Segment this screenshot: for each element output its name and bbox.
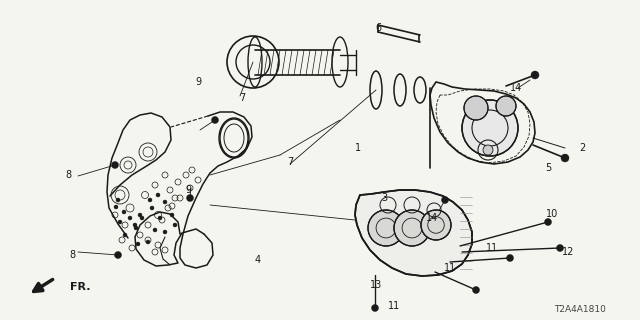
Circle shape — [133, 223, 137, 227]
Circle shape — [368, 210, 404, 246]
Text: 9: 9 — [195, 77, 201, 87]
Text: 1: 1 — [355, 143, 361, 153]
Text: 14: 14 — [510, 83, 522, 93]
Circle shape — [148, 198, 152, 202]
Circle shape — [506, 254, 513, 261]
Circle shape — [531, 71, 539, 79]
Circle shape — [545, 219, 552, 226]
Circle shape — [561, 154, 569, 162]
Text: 12: 12 — [562, 247, 574, 257]
Text: FR.: FR. — [70, 282, 90, 292]
Text: 3: 3 — [381, 193, 387, 203]
Circle shape — [150, 206, 154, 210]
Text: 7: 7 — [239, 93, 245, 103]
Text: 8: 8 — [65, 170, 71, 180]
Circle shape — [153, 228, 157, 232]
Circle shape — [170, 213, 174, 217]
Text: 2: 2 — [579, 143, 585, 153]
Text: 13: 13 — [370, 280, 382, 290]
Circle shape — [371, 305, 378, 311]
Circle shape — [136, 242, 140, 246]
Circle shape — [394, 210, 430, 246]
Circle shape — [483, 145, 493, 155]
Circle shape — [134, 226, 138, 230]
Text: 8: 8 — [69, 250, 75, 260]
Circle shape — [146, 240, 150, 244]
Circle shape — [116, 198, 120, 202]
Circle shape — [186, 195, 193, 202]
Circle shape — [128, 216, 132, 220]
Circle shape — [442, 196, 449, 204]
Circle shape — [421, 210, 451, 240]
Circle shape — [472, 286, 479, 293]
Text: 14: 14 — [426, 213, 438, 223]
Text: 4: 4 — [255, 255, 261, 265]
Circle shape — [464, 96, 488, 120]
Circle shape — [140, 216, 144, 220]
Circle shape — [496, 96, 516, 116]
Circle shape — [122, 210, 126, 214]
Circle shape — [557, 244, 563, 252]
Circle shape — [138, 213, 142, 217]
Circle shape — [163, 200, 167, 204]
Text: 9: 9 — [185, 185, 191, 195]
Circle shape — [163, 230, 167, 234]
Circle shape — [156, 193, 160, 197]
Circle shape — [111, 162, 118, 169]
Circle shape — [123, 233, 127, 237]
Circle shape — [118, 220, 122, 224]
Text: 11: 11 — [388, 301, 400, 311]
Circle shape — [173, 223, 177, 227]
Text: T2A4A1810: T2A4A1810 — [554, 306, 606, 315]
Text: 6: 6 — [375, 23, 381, 33]
Text: 11: 11 — [444, 263, 456, 273]
Text: 7: 7 — [287, 157, 293, 167]
Circle shape — [462, 100, 518, 156]
Circle shape — [114, 205, 118, 209]
Circle shape — [158, 216, 162, 220]
Text: 11: 11 — [486, 243, 498, 253]
Polygon shape — [355, 190, 472, 276]
Text: 5: 5 — [545, 163, 551, 173]
Circle shape — [211, 116, 218, 124]
Text: 10: 10 — [546, 209, 558, 219]
Circle shape — [115, 252, 122, 259]
